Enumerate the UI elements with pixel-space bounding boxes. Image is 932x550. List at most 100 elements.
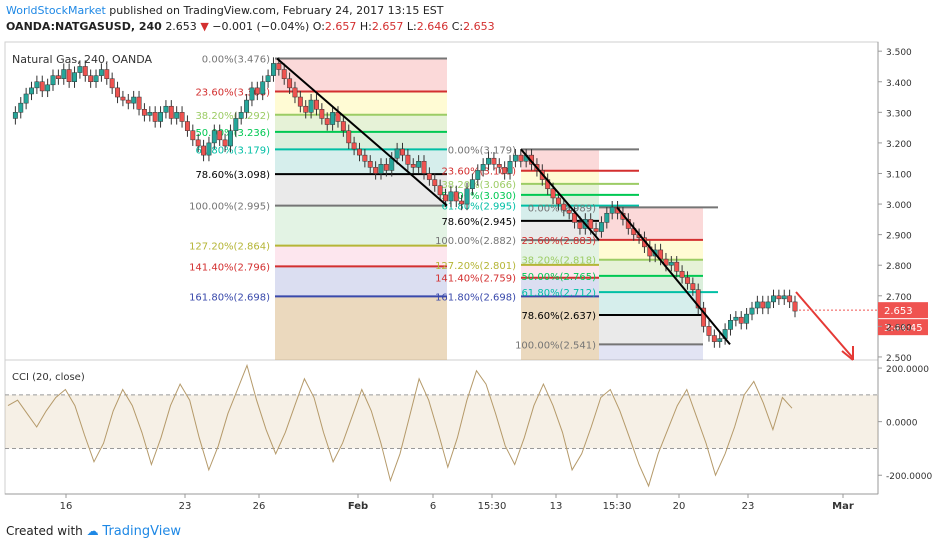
candle-body (555, 197, 561, 205)
low-label: L: (406, 20, 417, 33)
cci-tick-label: 200.0000 (886, 365, 929, 375)
candle-body (190, 130, 196, 141)
candle-body (125, 99, 131, 104)
fib-zone (275, 114, 447, 132)
candle-body (706, 326, 712, 336)
candle-body (410, 164, 416, 168)
time-tick-label: 16 (60, 501, 73, 512)
candle-body (502, 167, 508, 174)
candle-body (448, 191, 454, 202)
time-tick-label: Feb (348, 501, 368, 512)
candle-body (211, 130, 217, 144)
candle-body (679, 271, 685, 278)
candle-body (158, 112, 163, 122)
candle-body (66, 69, 72, 83)
candle-body (340, 121, 346, 131)
fib-level-label: 61.80%(2.995) (441, 202, 516, 213)
publisher-link[interactable]: WorldStockMarket (6, 4, 106, 17)
time-tick-label: 13 (550, 501, 563, 512)
price-tick-label: 3.000 (886, 201, 912, 211)
candle-body (281, 69, 287, 79)
fib-level-label: 23.60%(2.883) (521, 236, 596, 247)
candle-body (738, 316, 744, 324)
cci-band (5, 394, 878, 449)
candle-body (50, 75, 56, 86)
price-tick-label: 3.300 (886, 109, 912, 119)
candle-body (426, 173, 432, 180)
price-tick-label: 2.800 (886, 262, 912, 272)
candle-body (561, 203, 567, 211)
price-tick-label: 3.500 (886, 48, 912, 58)
candle-body (303, 105, 309, 113)
candle-body (744, 313, 750, 324)
candle-body (260, 81, 266, 95)
candle-body (55, 75, 61, 79)
fib-level-label: 141.40%(2.796) (189, 262, 270, 273)
target-arrow-head (841, 346, 854, 361)
chart-canvas[interactable]: Natural Gas, 240, OANDA CCI (20, close) 0… (0, 0, 932, 520)
time-tick-label: 26 (253, 501, 266, 512)
candle-body (453, 191, 459, 202)
time-tick-label: 6 (430, 501, 436, 512)
cci-title: CCI (20, close) (12, 372, 85, 383)
candle-body (131, 96, 137, 104)
fib-level-label: 61.80%(2.712) (521, 288, 596, 299)
candle-body (297, 96, 303, 107)
close-value: 2.653 (463, 20, 495, 33)
timer-tag (878, 319, 928, 336)
candle-body (206, 142, 212, 156)
candle-body (61, 69, 67, 79)
fib-level-label: 23.60%(3.368) (195, 88, 270, 99)
candle-body (351, 142, 357, 150)
candle-body (400, 148, 405, 156)
candle-body (88, 75, 94, 82)
fib-zone (521, 240, 599, 265)
candle-body (373, 167, 379, 174)
trend-line (520, 148, 600, 241)
fib-zone (521, 170, 599, 184)
fib-extension-zone (521, 296, 599, 360)
fib-zone (599, 292, 703, 316)
fib-extension-zone (599, 344, 703, 360)
time-tick-label: Mar (832, 501, 854, 512)
candle-body (82, 66, 88, 76)
candle-body (588, 219, 594, 229)
candle-body (39, 81, 45, 92)
fib-zone (521, 264, 599, 278)
candle-body (217, 130, 223, 141)
price-tick-label: 3.100 (886, 170, 912, 180)
publish-line: WorldStockMarket published on TradingVie… (6, 4, 443, 17)
fib-level-label: 50.00%(3.030) (441, 191, 516, 202)
fib-level-label: 38.20%(3.292) (195, 111, 270, 122)
candle-body (195, 139, 201, 147)
candle-body (362, 154, 368, 162)
fib-extension-zone (275, 296, 447, 360)
candle-body (93, 75, 99, 82)
candle-body (464, 188, 470, 205)
created-with-text: Created with (6, 524, 83, 538)
high-label: H: (359, 20, 372, 33)
candle-body (491, 157, 497, 165)
candle-body (357, 148, 362, 156)
candle-body (507, 161, 513, 174)
candle-body (701, 307, 707, 327)
candle-body (733, 316, 739, 321)
candle-body (271, 63, 276, 76)
target-arrow-line (795, 291, 854, 359)
time-tick-label: 15:30 (603, 501, 632, 512)
candle-body (346, 130, 352, 144)
candle-body (443, 194, 448, 202)
candle-body (572, 212, 578, 223)
symbol-label: OANDA:NATGASUSD, 240 (6, 20, 162, 33)
candle-body (776, 295, 782, 300)
published-text: published on TradingView.com, February 2… (109, 4, 444, 17)
candle-body (695, 289, 701, 309)
candle-body (184, 121, 190, 131)
candle-body (771, 295, 776, 303)
candle-body (367, 161, 373, 168)
price-tick-label: 2.500 (886, 354, 912, 364)
candle-body (475, 170, 481, 180)
fib-zone (275, 174, 447, 206)
time-tick-label: 20 (673, 501, 686, 512)
tradingview-link[interactable]: TradingView (102, 524, 181, 539)
